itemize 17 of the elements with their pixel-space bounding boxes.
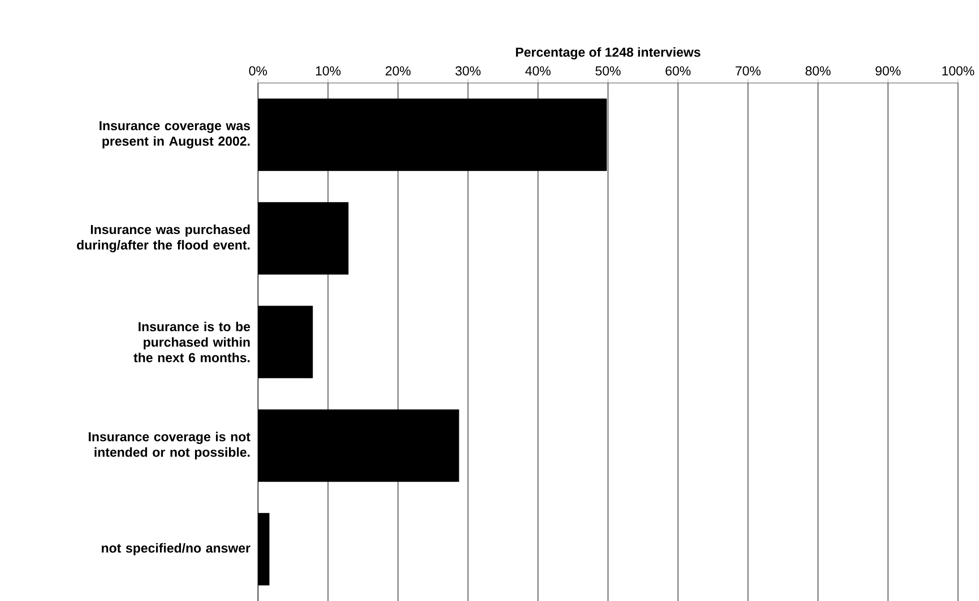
x-tick-label: 40% (525, 66, 551, 76)
x-tick-label: 10% (316, 66, 341, 76)
x-tick-label: 70% (736, 66, 761, 76)
y-tick-label: Insurance coverage is not intended or not possible. (88, 432, 250, 460)
x-tick-label: 80% (806, 66, 831, 76)
x-tick-label: 60% (666, 66, 691, 76)
x-tick-label: 0% (249, 66, 267, 76)
x-tick-label: 20% (386, 66, 411, 76)
y-tick-label: Insurance was purchased during/after the flood event. (76, 224, 250, 252)
x-tick-label: 50% (596, 66, 621, 76)
x-tick-label: 30% (456, 66, 481, 76)
x-axis-title: Percentage of 1248 interviews (516, 47, 700, 60)
y-tick-label: not specified/no answer (102, 543, 250, 556)
y-tick-label: Insurance is to be purchased within the next 6 months. (134, 322, 250, 362)
x-tick-label: 90% (876, 66, 901, 76)
x-tick-label: 100% (942, 66, 974, 76)
y-tick-label: Insurance coverage was present in August 2002. (100, 121, 250, 148)
